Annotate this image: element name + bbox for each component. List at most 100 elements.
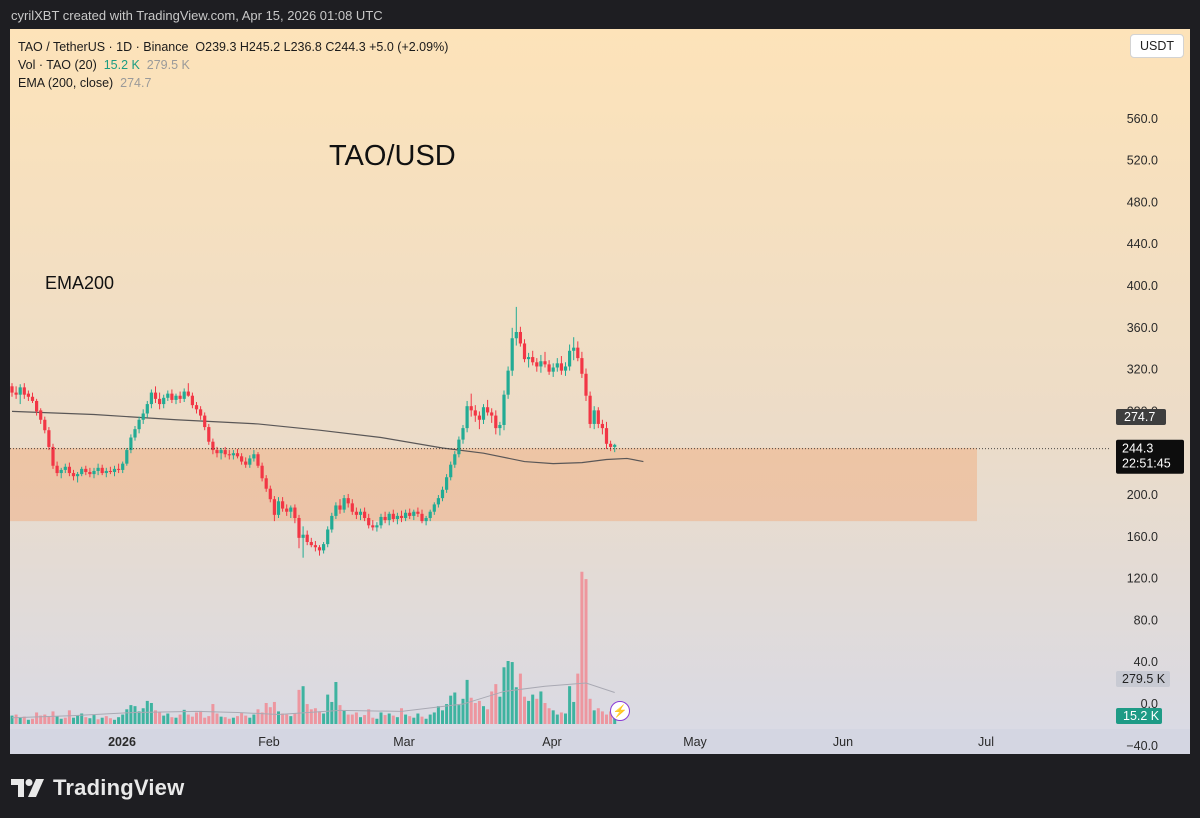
candle-up xyxy=(592,406,596,430)
volume-bar-up xyxy=(162,715,166,724)
candle-body xyxy=(297,517,301,538)
lightning-icon[interactable]: ⚡ xyxy=(610,701,630,721)
candle-body xyxy=(604,428,609,444)
candle-body xyxy=(494,415,498,429)
candle-down xyxy=(604,421,609,450)
support-zone xyxy=(10,447,977,522)
candle-up xyxy=(412,509,416,521)
volume-bar-up xyxy=(502,667,506,724)
candle-body xyxy=(395,515,399,520)
candle-body xyxy=(137,419,141,430)
candle-down xyxy=(281,497,285,512)
candle-body xyxy=(55,465,59,474)
volume-bar-down xyxy=(47,716,51,724)
candle-body xyxy=(35,400,39,412)
candle-up xyxy=(461,424,465,444)
candle-up xyxy=(326,526,330,548)
candle-down xyxy=(367,513,371,529)
candle-body xyxy=(469,406,473,411)
volume-bar-up xyxy=(613,716,617,724)
vol-label: 15.2 K xyxy=(1123,709,1160,723)
candle-body xyxy=(260,465,264,479)
price-chart[interactable]: TAO/USD EMA200 560.0 520.0 480.0 440.0 400.0 3… xyxy=(10,29,1190,754)
volume-bar-up xyxy=(551,710,555,724)
candle-down xyxy=(559,356,563,375)
volume-bar-down xyxy=(535,698,539,724)
candle-body xyxy=(342,498,346,510)
candle-down xyxy=(350,499,354,515)
currency-button[interactable]: USDT xyxy=(1129,34,1184,58)
volume-bar-up xyxy=(379,712,383,724)
volume-bar-down xyxy=(523,696,526,724)
candle-up xyxy=(112,465,117,477)
candle-body xyxy=(481,407,486,420)
y-axis-tick: 200.0 xyxy=(1127,488,1158,502)
candle-body xyxy=(39,410,43,420)
volume-bar-down xyxy=(469,697,473,724)
candle-down xyxy=(84,465,88,476)
candle-body xyxy=(317,547,322,551)
legend-volume-row[interactable]: Vol · TAO (20) 15.2 K 279.5 K xyxy=(18,56,448,74)
volume-bar-up xyxy=(482,706,485,724)
candle-body xyxy=(600,423,604,429)
candle-body xyxy=(158,398,162,405)
candle-up xyxy=(104,467,108,478)
candle-body xyxy=(379,516,383,526)
x-axis-tick: Jun xyxy=(833,735,853,749)
symbol-label[interactable]: TAO / TetherUS · 1D · Binance xyxy=(18,40,189,54)
volume-bar-up xyxy=(592,710,596,724)
candle-down xyxy=(55,461,59,477)
candle-body xyxy=(358,511,363,515)
candle-down xyxy=(117,463,121,474)
chart-panel[interactable]: TAO/USD EMA200 560.0 520.0 480.0 440.0 400.0 3… xyxy=(10,29,1190,754)
candle-down xyxy=(240,453,244,465)
candle-down xyxy=(14,386,18,399)
volume-bar-up xyxy=(133,706,137,724)
candle-down xyxy=(26,390,30,401)
candle-up xyxy=(182,388,186,402)
candle-body xyxy=(96,467,100,471)
volume-bar-down xyxy=(170,717,174,724)
volume-bar-up xyxy=(117,717,121,724)
candle-down xyxy=(203,412,207,431)
volume-bar-up xyxy=(289,716,293,724)
candle-up xyxy=(80,466,84,477)
candle-body xyxy=(322,544,326,551)
candle-down xyxy=(186,383,190,397)
candle-down xyxy=(309,537,313,548)
candle-body xyxy=(88,472,92,475)
candle-body xyxy=(22,387,26,395)
volume-bar-down xyxy=(281,713,285,724)
volume-bar-up xyxy=(531,694,535,724)
volume-bar-down xyxy=(203,717,207,724)
candle-body xyxy=(506,370,510,395)
volume-ma-value: 279.5 K xyxy=(146,58,190,72)
legend-ema-row[interactable]: EMA (200, close) 274.7 xyxy=(18,74,448,92)
candle-down xyxy=(22,383,26,399)
candle-body xyxy=(522,343,527,360)
candle-down xyxy=(600,419,604,435)
y-axis-tick: 440.0 xyxy=(1127,237,1158,251)
vol-ma-badge-bg xyxy=(1116,671,1170,687)
volume-bar-down xyxy=(605,714,608,724)
ema-price-badge: 274.7 xyxy=(1116,408,1166,425)
candle-body xyxy=(568,350,572,367)
candle-body xyxy=(457,439,461,455)
candle-up xyxy=(252,450,256,462)
ohlc-values: O239.3 H245.2 L236.8 C244.3 +5.0 (+2.09%… xyxy=(195,40,449,54)
volume-bar-down xyxy=(490,691,494,724)
candle-up xyxy=(613,443,617,453)
candle-up xyxy=(424,515,428,526)
candle-body xyxy=(248,458,252,465)
candle-body xyxy=(293,507,297,518)
candle-body xyxy=(477,415,481,420)
candle-down xyxy=(469,393,473,417)
candle-up xyxy=(445,474,449,493)
candle-up xyxy=(219,447,223,460)
candle-body xyxy=(547,364,551,372)
candle-up xyxy=(166,390,170,401)
candle-body xyxy=(514,331,518,339)
last-price-badge-bg xyxy=(1116,439,1184,474)
candle-body xyxy=(153,392,158,399)
volume-bar-down xyxy=(371,717,375,724)
